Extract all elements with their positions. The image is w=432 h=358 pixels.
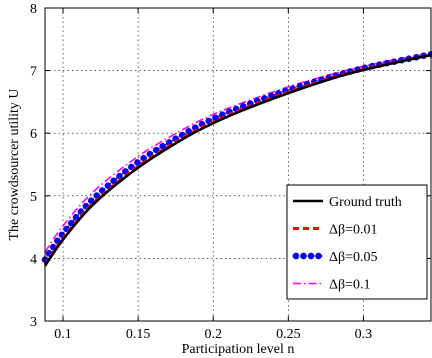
x-tick-label: 0.1 [54,327,72,342]
y-tick-label: 8 [30,2,37,17]
series-3 [44,52,432,253]
legend-label: Δβ=0.01 [329,223,378,238]
y-tick-label: 6 [30,127,37,142]
plot-frame [44,7,432,322]
legend-label: Δβ=0.05 [329,250,378,265]
y-tick-label: 4 [30,252,37,267]
x-tick-label: 0.25 [276,327,301,342]
legend-label: Δβ=0.1 [329,278,371,293]
series-line [43,53,432,267]
series-marker [134,159,141,166]
legend: Ground truth Δβ=0.01 Δβ=0.05 Δβ=0.1 [286,184,428,300]
legend-marker [300,252,307,260]
y-tick-label: 5 [30,190,37,205]
series-0 [43,53,432,267]
x-tick-label: 0.2 [204,327,222,342]
legend-marker [307,252,315,260]
legend-box [286,184,428,300]
axis-ticks: 0.1 0.15 0.2 0.25 0.3 3 4 5 6 7 8 [30,2,431,342]
y-tick-label: 3 [30,315,37,330]
legend-label: Ground truth [329,195,402,210]
x-tick-label: 0.15 [126,327,151,342]
series-lines [41,51,432,267]
series-marker [116,172,123,180]
x-axis-label: Participation level n [182,342,295,357]
legend-marker [292,252,300,260]
series-marker [159,142,166,150]
series-line [44,52,432,253]
y-tick-label: 7 [30,65,37,80]
series-marker [140,154,147,162]
y-axis-label: The crowdsourcer utility U [7,88,22,240]
legend-marker [315,252,322,260]
x-tick-label: 0.3 [355,327,373,342]
